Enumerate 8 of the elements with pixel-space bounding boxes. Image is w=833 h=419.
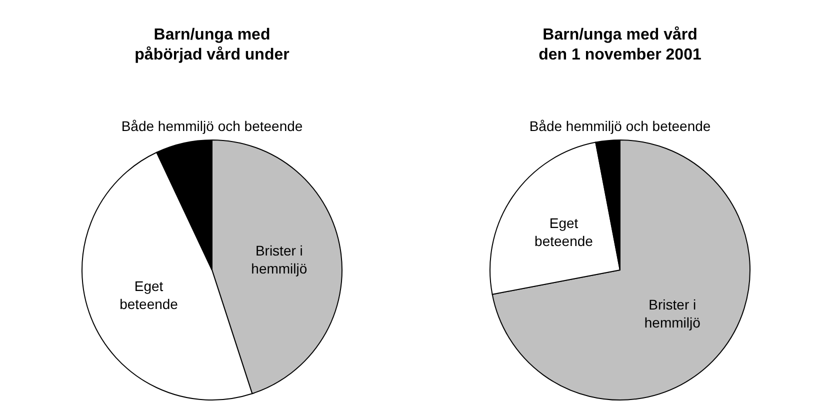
- slice-label: Både hemmiljö och beteende: [121, 118, 303, 134]
- chart-title: Barn/unga med påbörjad vård under: [134, 26, 290, 64]
- slice-label: Både hemmiljö och beteende: [529, 118, 711, 134]
- chart-title: Barn/unga med vård den 1 november 2001: [538, 26, 702, 64]
- slice-label: Brister i hemmiljö: [644, 296, 701, 330]
- slice-label: Eget beteende: [534, 214, 594, 249]
- slice-label: Brister i hemmiljö: [251, 242, 308, 276]
- slice-label: Eget beteende: [120, 278, 178, 312]
